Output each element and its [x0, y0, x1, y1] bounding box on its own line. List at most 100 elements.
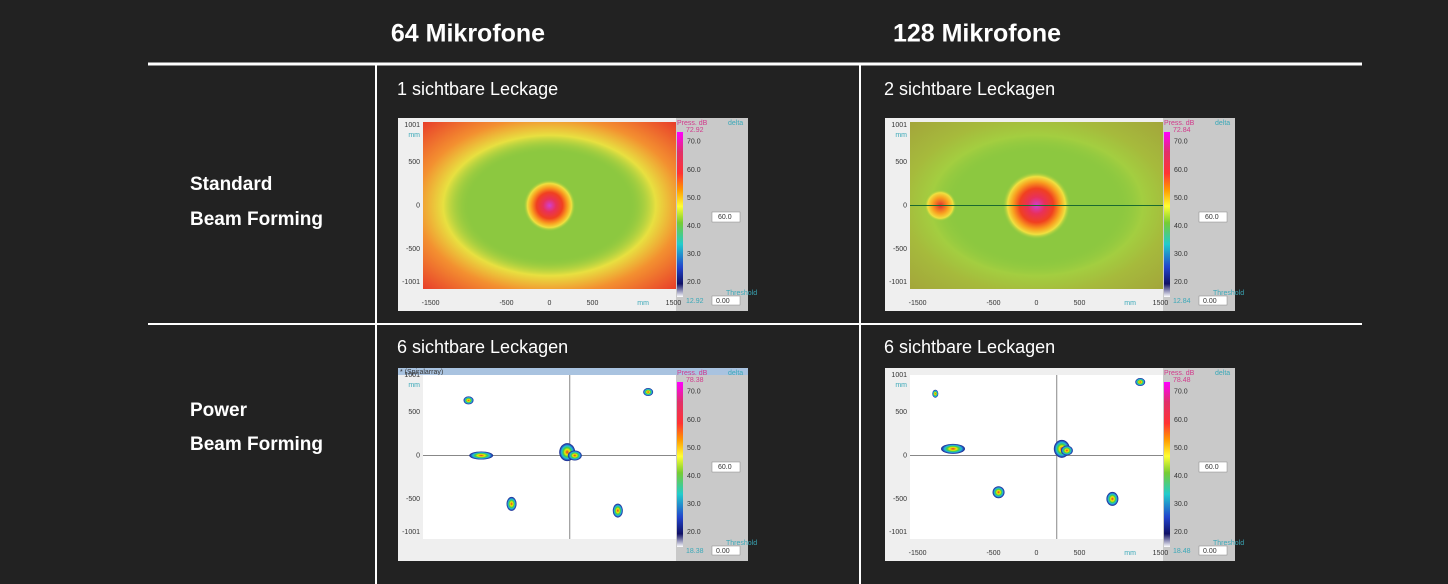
x-tick-label: mm — [637, 300, 649, 307]
threshold-value: 0.00 — [1203, 548, 1217, 555]
acoustic-image: 1001 mm 500 0 -500 -1001 -1500 -500 0 500 mm 1500 Pr… — [885, 118, 1244, 311]
colorbar-label: 20.0 — [1174, 529, 1188, 536]
x-tick-label: -1500 — [909, 300, 927, 307]
y-tick-label: -500 — [893, 246, 907, 253]
threshold-box — [711, 545, 741, 556]
threshold-title: Threshold — [1213, 290, 1244, 297]
y-tick-label: 0 — [903, 452, 907, 459]
x-tick-label: -500 — [499, 300, 513, 307]
leak-blob — [463, 396, 474, 405]
colorbar-delta: delta — [728, 120, 743, 127]
y-tick-label: -500 — [406, 246, 420, 253]
colorbar-label: 20.0 — [687, 279, 701, 286]
colorbar — [1164, 382, 1170, 547]
colorbar-min: 18.38 — [686, 548, 704, 555]
level-value: 60.0 — [718, 214, 732, 221]
x-tick-label: 500 — [1074, 300, 1086, 307]
y-tick-label: 500 — [408, 159, 420, 166]
cell-caption: 1 sichtbare Leckage — [397, 79, 558, 99]
colorbar-label: 40.0 — [687, 223, 701, 230]
colorbar-label: 70.0 — [687, 139, 701, 146]
colorbar-label: 60.0 — [687, 417, 701, 424]
colorbar-max: 78.48 — [1173, 377, 1191, 384]
y-tick-label: 1001 — [891, 122, 907, 129]
colorbar-label: 60.0 — [1174, 417, 1188, 424]
threshold-title: Threshold — [726, 540, 757, 547]
colorbar-label: 40.0 — [687, 473, 701, 480]
y-tick-label: 500 — [408, 409, 420, 416]
acoustic-image: * (Spiralarray)1001 mm 500 0 -500 -1001 Press.… — [398, 368, 757, 561]
threshold-title: Threshold — [1213, 540, 1244, 547]
x-tick-label: 1500 — [666, 300, 682, 307]
y-tick-label: -1001 — [889, 529, 907, 536]
y-tick-label: mm — [408, 382, 420, 389]
colorbar-max: 78.38 — [686, 377, 704, 384]
level-value: 60.0 — [1205, 464, 1219, 471]
colorbar-label: 30.0 — [1174, 251, 1188, 258]
colorbar-label: 70.0 — [687, 389, 701, 396]
colorbar-label: 60.0 — [687, 167, 701, 174]
leak-blob — [1060, 445, 1073, 456]
plot-bg — [910, 375, 1163, 539]
colorbar-delta: delta — [1215, 370, 1230, 377]
y-tick-label: 0 — [416, 202, 420, 209]
leak-blob — [1106, 491, 1119, 506]
cell-caption: 2 sichtbare Leckagen — [884, 79, 1055, 99]
y-tick-label: 1001 — [404, 372, 420, 379]
colorbar-label: 30.0 — [687, 501, 701, 508]
x-tick-label: 500 — [587, 300, 599, 307]
y-tick-label: -500 — [406, 496, 420, 503]
colorbar — [677, 132, 683, 297]
x-tick-label: mm — [1124, 550, 1136, 557]
level-value: 60.0 — [1205, 214, 1219, 221]
x-tick-label: -1500 — [422, 300, 440, 307]
y-tick-label: -1001 — [402, 529, 420, 536]
y-tick-label: mm — [895, 132, 907, 139]
level-box — [1198, 461, 1228, 473]
row-label: Beam Forming — [190, 209, 323, 230]
x-tick-label: -500 — [986, 550, 1000, 557]
colorbar — [677, 382, 683, 547]
colorbar-label: 50.0 — [687, 195, 701, 202]
colorbar-min: 18.48 — [1173, 548, 1191, 555]
colorbar-label: 20.0 — [1174, 279, 1188, 286]
colorbar-title: Press. dB — [677, 370, 708, 377]
colorbar-max: 72.92 — [686, 127, 704, 134]
leak-blob — [643, 388, 654, 397]
leak-blob — [469, 451, 494, 460]
y-tick-label: 1001 — [891, 372, 907, 379]
x-tick-label: -500 — [986, 300, 1000, 307]
cell-caption: 6 sichtbare Leckagen — [884, 337, 1055, 357]
level-box — [1198, 211, 1228, 223]
y-tick-label: -1001 — [889, 279, 907, 286]
colorbar-label: 30.0 — [687, 251, 701, 258]
y-tick-label: 500 — [895, 159, 907, 166]
threshold-value: 0.00 — [716, 298, 730, 305]
window-title: * (Spiralarray) — [400, 369, 443, 376]
colorbar-title: Press. dB — [1164, 120, 1195, 127]
colorbar — [1164, 132, 1170, 297]
y-tick-label: 500 — [895, 409, 907, 416]
y-tick-label: -500 — [893, 496, 907, 503]
level-box — [711, 211, 741, 223]
leak-blob — [567, 450, 582, 461]
hotspot — [523, 179, 576, 232]
colorbar-min: 12.92 — [686, 298, 704, 305]
y-tick-label: 0 — [903, 202, 907, 209]
leak-blob — [612, 503, 623, 518]
colorbar-title: Press. dB — [677, 120, 708, 127]
x-tick-label: -1500 — [909, 550, 927, 557]
window-bar — [398, 368, 748, 375]
level-box — [711, 461, 741, 473]
colorbar-label: 70.0 — [1174, 389, 1188, 396]
threshold-box — [1198, 295, 1228, 306]
leak-blob — [932, 389, 939, 398]
colorbar-label: 50.0 — [1174, 445, 1188, 452]
column-header: 128 Mikrofone — [893, 20, 1061, 48]
x-tick-label: 0 — [548, 300, 552, 307]
colorbar-label: 70.0 — [1174, 139, 1188, 146]
x-tick-label: mm — [1124, 300, 1136, 307]
colorbar-label: 30.0 — [1174, 501, 1188, 508]
column-header: 64 Mikrofone — [391, 20, 545, 48]
